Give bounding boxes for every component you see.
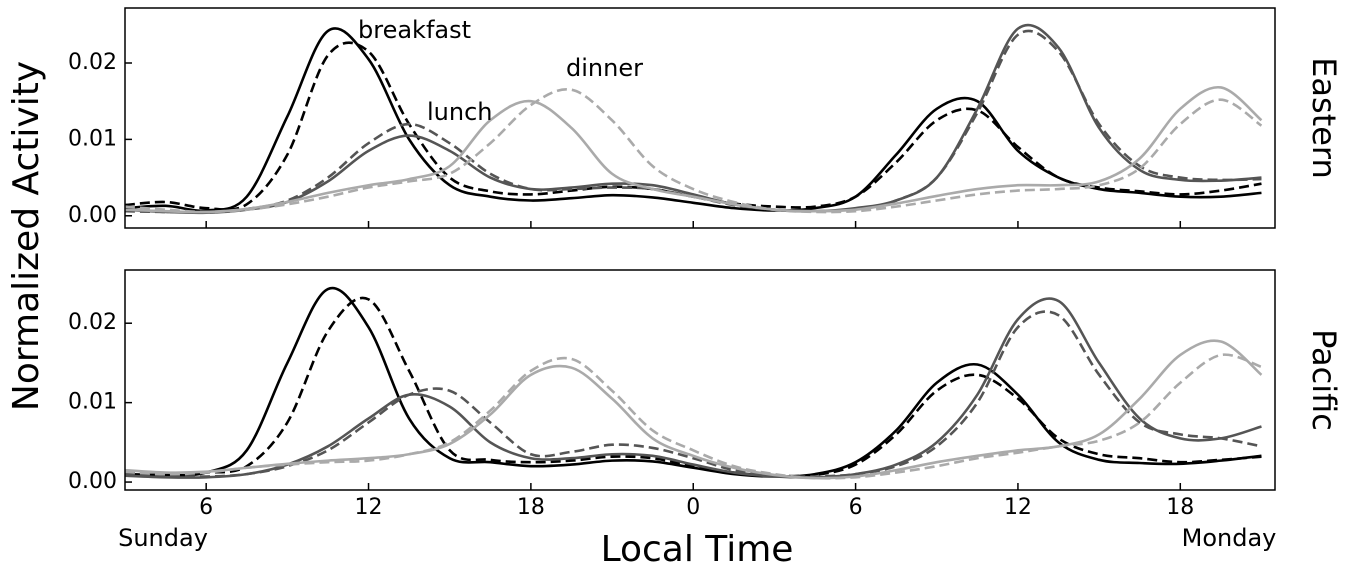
x-tick-label: 0 xyxy=(686,495,700,520)
line-series xyxy=(125,286,1262,478)
plot-frame xyxy=(124,7,1276,229)
line-series xyxy=(125,310,1262,478)
line-series xyxy=(125,86,1263,214)
x-tick-label: 6 xyxy=(849,495,863,520)
line-series xyxy=(125,353,1262,480)
day-label: Sunday xyxy=(118,524,208,552)
line-series xyxy=(125,88,1263,214)
annotation: lunch xyxy=(427,98,493,126)
y-tick-label: 0.01 xyxy=(68,390,117,415)
y-tick-label: 0.00 xyxy=(68,203,117,228)
y-tick-label: 0.01 xyxy=(68,126,117,151)
line-series xyxy=(125,297,1262,479)
x-axis-label: Local Time xyxy=(601,529,794,570)
panel-label: Pacific xyxy=(1305,329,1343,431)
x-tick-label: 6 xyxy=(199,495,213,520)
y-tick-label: 0.02 xyxy=(68,310,117,335)
plot-frame xyxy=(124,269,1276,491)
line-series xyxy=(125,296,1262,478)
line-series xyxy=(125,339,1263,480)
annotation: breakfast xyxy=(358,16,471,44)
y-axis-label: Normalized Activity xyxy=(6,61,47,411)
y-tick-label: 0.02 xyxy=(68,50,117,75)
x-tick-label: 18 xyxy=(517,495,545,520)
x-tick-label: 18 xyxy=(1166,495,1194,520)
annotation: dinner xyxy=(566,54,643,82)
x-tick-label: 12 xyxy=(1004,495,1032,520)
line-series xyxy=(125,41,1262,212)
day-label: Monday xyxy=(1182,524,1277,552)
panel-label: Eastern xyxy=(1305,57,1343,179)
y-tick-label: 0.00 xyxy=(68,469,117,494)
x-tick-label: 12 xyxy=(355,495,383,520)
line-series xyxy=(125,23,1262,215)
